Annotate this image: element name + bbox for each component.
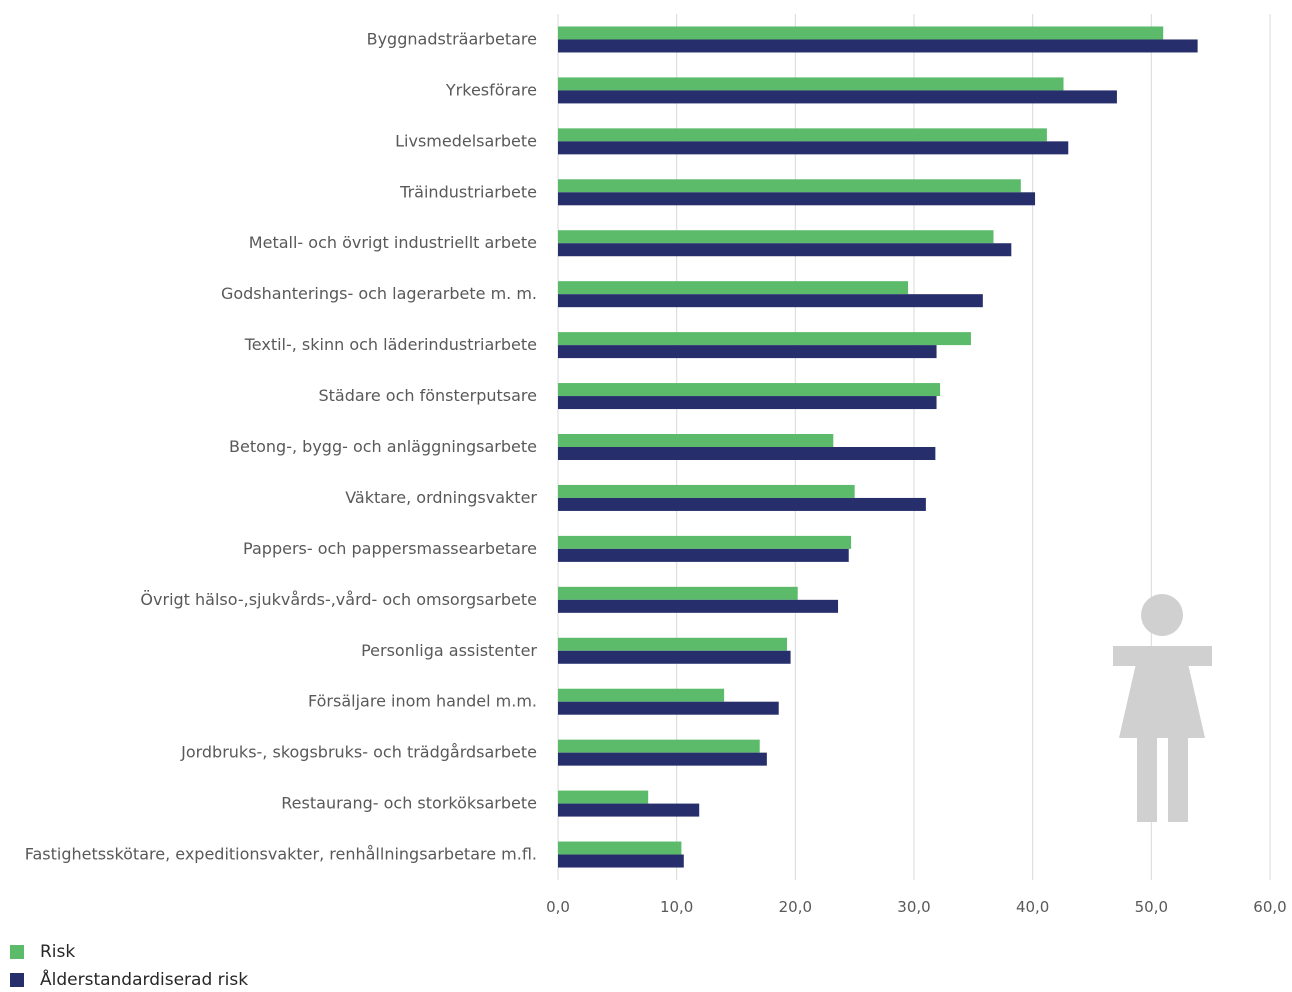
bar-chart: Byggnadsträarbetare Yrkesförare Livsmedels… (25, 14, 1287, 916)
legend-label-risk: Risk (40, 942, 76, 962)
category-label: Fastighetsskötare, expeditionsvakter, re… (25, 845, 537, 864)
bar-risk (558, 790, 649, 804)
bar-age-standardized-risk (558, 854, 684, 868)
x-tick-label: 10,0 (660, 898, 693, 916)
bar-age-standardized-risk (558, 90, 1117, 104)
bar-age-standardized-risk (558, 701, 779, 715)
bar-risk (558, 535, 852, 549)
bar-age-standardized-risk (558, 752, 767, 766)
x-tick-label: 60,0 (1253, 898, 1286, 916)
x-tick-label: 0,0 (546, 898, 570, 916)
bar-age-standardized-risk (558, 497, 926, 511)
category-label: Jordbruks-, skogsbruks- och trädgårdsarb… (180, 743, 537, 762)
bar-risk (558, 281, 909, 295)
legend-swatch-risk (10, 945, 24, 959)
bar-age-standardized-risk (558, 396, 937, 410)
bar-age-standardized-risk (558, 39, 1198, 53)
icon-leg-left (1137, 738, 1157, 822)
bar-age-standardized-risk (558, 650, 791, 664)
category-label: Betong-, bygg- och anläggningsarbete (229, 437, 537, 456)
category-label: Pappers- och pappersmassearbetare (243, 539, 537, 558)
bar-age-standardized-risk (558, 141, 1069, 155)
category-label: Försäljare inom handel m.m. (308, 692, 537, 711)
legend-label-age-standardized-risk: Ålderstandardiserad risk (40, 970, 249, 990)
icon-leg-right (1168, 738, 1188, 822)
legend-swatch-age-standardized-risk (10, 973, 24, 987)
female-figure-icon (1113, 594, 1212, 822)
bar-age-standardized-risk (558, 447, 936, 460)
bar-risk (558, 637, 788, 651)
bar-age-standardized-risk (558, 294, 983, 308)
bar-risk (558, 688, 725, 702)
bar-risk (558, 586, 798, 600)
x-tick-label: 40,0 (1016, 898, 1049, 916)
bar-risk (558, 484, 855, 498)
bar-risk (558, 739, 760, 753)
bar-age-standardized-risk (558, 548, 849, 562)
bar-age-standardized-risk (558, 803, 700, 817)
icon-dress (1119, 646, 1205, 738)
bar-risk (558, 383, 941, 397)
bar-age-standardized-risk (558, 192, 1036, 206)
category-label: Livsmedelsarbete (395, 131, 537, 150)
bar-risk (558, 77, 1064, 91)
bar-risk (558, 230, 994, 244)
x-tick-labels: 0,0 10,0 20,0 30,0 40,0 50,0 60,0 (546, 898, 1287, 916)
bar-risk (558, 332, 971, 346)
category-label: Byggnadsträarbetare (367, 29, 537, 48)
category-label: Städare och fönsterputsare (318, 386, 537, 405)
category-label: Yrkesförare (445, 80, 537, 99)
category-label: Övrigt hälso-,sjukvårds-,vård- och omsor… (140, 590, 537, 609)
bars (558, 26, 1198, 868)
category-label: Textil-, skinn och läderindustriarbete (244, 335, 537, 354)
icon-head (1141, 594, 1183, 636)
legend-item-risk: Risk (10, 942, 75, 962)
category-labels: Byggnadsträarbetare Yrkesförare Livsmedels… (25, 29, 538, 863)
category-label: Väktare, ordningsvakter (345, 488, 537, 507)
bar-risk (558, 434, 834, 447)
bar-age-standardized-risk (558, 243, 1012, 257)
bar-risk (558, 841, 682, 855)
category-label: Träindustriarbete (399, 182, 537, 201)
category-label: Restaurang- och storköksarbete (281, 794, 537, 813)
x-tick-label: 20,0 (779, 898, 812, 916)
bar-age-standardized-risk (558, 599, 839, 613)
category-label: Metall- och övrigt industriellt arbete (249, 233, 537, 252)
x-tick-label: 30,0 (897, 898, 930, 916)
bar-risk (558, 26, 1164, 40)
x-tick-label: 50,0 (1135, 898, 1168, 916)
bar-risk (558, 179, 1021, 193)
bar-risk (558, 128, 1047, 142)
category-label: Personliga assistenter (361, 641, 537, 660)
bar-age-standardized-risk (558, 345, 937, 359)
legend-item-age-standardized-risk: Ålderstandardiserad risk (10, 970, 248, 990)
category-label: Godshanterings- och lagerarbete m. m. (221, 284, 537, 303)
